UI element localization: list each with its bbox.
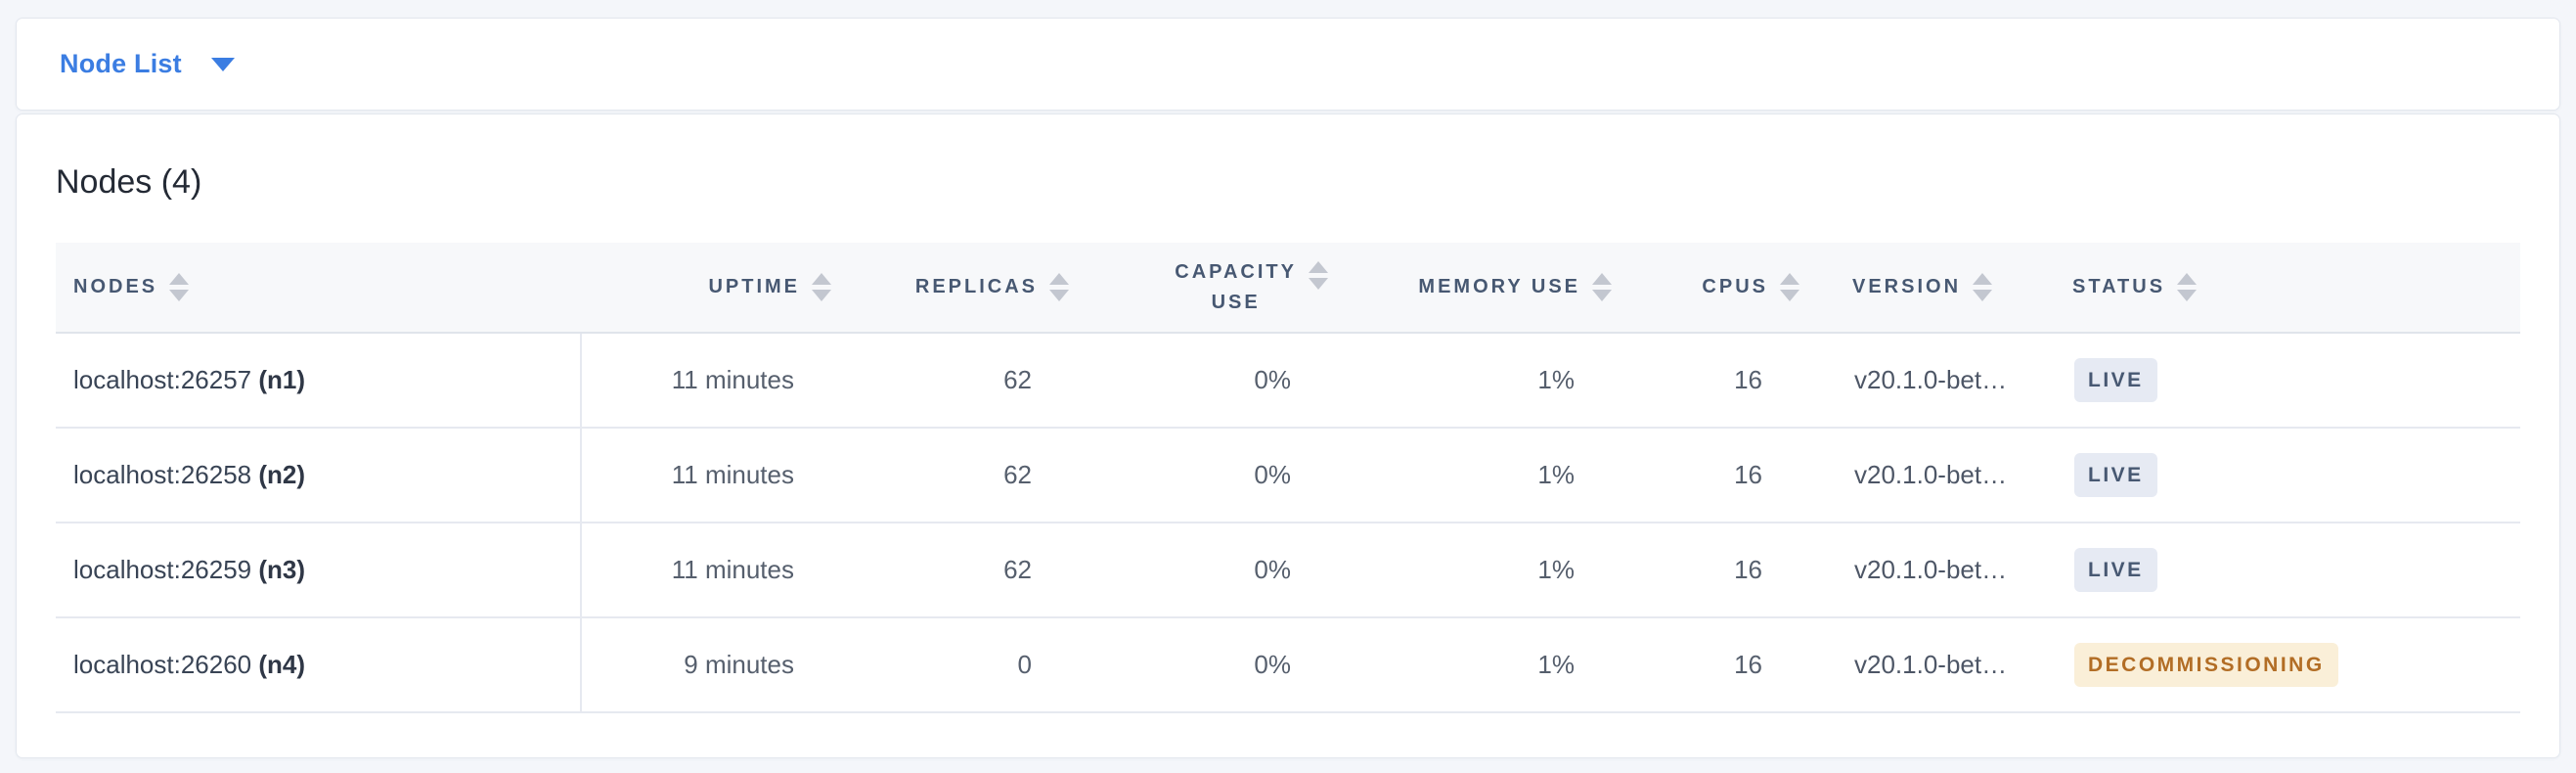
node-address-cell: localhost:26259 (n3) xyxy=(56,523,582,618)
node-address-cell: localhost:26260 (n4) xyxy=(56,617,582,713)
sort-icon xyxy=(1973,273,1993,301)
memory-use-cell: 1% xyxy=(1328,428,1612,523)
replicas-cell: 62 xyxy=(831,333,1069,429)
column-header-capacity-use[interactable]: CAPACITY USE xyxy=(1069,243,1328,334)
column-header-uptime[interactable]: UPTIME xyxy=(581,243,831,334)
status-badge: LIVE xyxy=(2074,548,2157,592)
status-badge: LIVE xyxy=(2074,358,2157,402)
node-list-dropdown[interactable]: Node List xyxy=(60,49,235,79)
status-cell: LIVE xyxy=(2053,333,2520,429)
table-row[interactable]: localhost:26257 (n1) 11 minutes 62 0% 1%… xyxy=(56,333,2520,429)
status-cell: LIVE xyxy=(2053,428,2520,523)
column-header-replicas[interactable]: REPLICAS xyxy=(831,243,1069,334)
uptime-cell: 9 minutes xyxy=(581,617,831,713)
status-badge: DECOMMISSIONING xyxy=(2074,643,2338,687)
node-address-cell: localhost:26257 (n1) xyxy=(56,333,582,429)
replicas-cell: 0 xyxy=(831,617,1069,713)
version-cell: v20.1.0-bet… xyxy=(1799,428,2053,523)
status-badge: LIVE xyxy=(2074,453,2157,497)
sort-icon xyxy=(1049,273,1069,301)
table-row[interactable]: localhost:26260 (n4) 9 minutes 0 0% 1% 1… xyxy=(56,617,2520,713)
nodes-card: Nodes (4) NODES UPTIME xyxy=(16,114,2560,758)
node-address-cell: localhost:26258 (n2) xyxy=(56,428,582,523)
capacity-use-cell: 0% xyxy=(1069,333,1328,429)
table-row[interactable]: localhost:26258 (n2) 11 minutes 62 0% 1%… xyxy=(56,428,2520,523)
node-id: (n4) xyxy=(258,650,306,679)
sort-icon xyxy=(1592,273,1612,301)
capacity-use-cell: 0% xyxy=(1069,428,1328,523)
memory-use-cell: 1% xyxy=(1328,523,1612,618)
node-id: (n3) xyxy=(258,555,306,584)
memory-use-cell: 1% xyxy=(1328,333,1612,429)
sort-icon xyxy=(1309,260,1328,290)
cpus-cell: 16 xyxy=(1612,428,1799,523)
cpus-cell: 16 xyxy=(1612,523,1799,618)
nodes-table: NODES UPTIME REPLICAS xyxy=(56,243,2520,713)
capacity-use-cell: 0% xyxy=(1069,617,1328,713)
uptime-cell: 11 minutes xyxy=(581,523,831,618)
version-cell: v20.1.0-bet… xyxy=(1799,333,2053,429)
nodes-count-title: Nodes (4) xyxy=(56,163,202,201)
chevron-down-icon xyxy=(210,57,235,71)
uptime-cell: 11 minutes xyxy=(581,333,831,429)
table-row[interactable]: localhost:26259 (n3) 11 minutes 62 0% 1%… xyxy=(56,523,2520,618)
status-cell: LIVE xyxy=(2053,523,2520,618)
column-header-version[interactable]: VERSION xyxy=(1799,243,2053,334)
memory-use-cell: 1% xyxy=(1328,617,1612,713)
column-header-memory-use[interactable]: MEMORY USE xyxy=(1328,243,1612,334)
replicas-cell: 62 xyxy=(831,428,1069,523)
sort-icon xyxy=(169,273,190,301)
cpus-cell: 16 xyxy=(1612,333,1799,429)
sort-icon xyxy=(2177,273,2198,301)
version-cell: v20.1.0-bet… xyxy=(1799,617,2053,713)
column-header-cpus[interactable]: CPUS xyxy=(1612,243,1799,334)
node-id: (n2) xyxy=(258,460,306,489)
column-header-nodes[interactable]: NODES xyxy=(56,243,581,334)
sort-icon xyxy=(1780,273,1799,301)
status-cell: DECOMMISSIONING xyxy=(2053,617,2520,713)
version-cell: v20.1.0-bet… xyxy=(1799,523,2053,618)
node-id: (n1) xyxy=(258,365,306,394)
sort-icon xyxy=(812,273,831,301)
table-header-row: NODES UPTIME REPLICAS xyxy=(56,243,2520,334)
replicas-cell: 62 xyxy=(831,523,1069,618)
node-list-dropdown-label: Node List xyxy=(60,49,182,78)
cpus-cell: 16 xyxy=(1612,617,1799,713)
view-selector-bar: Node List xyxy=(16,18,2560,111)
column-header-status[interactable]: STATUS xyxy=(2053,243,2520,334)
uptime-cell: 11 minutes xyxy=(581,428,831,523)
capacity-use-cell: 0% xyxy=(1069,523,1328,618)
